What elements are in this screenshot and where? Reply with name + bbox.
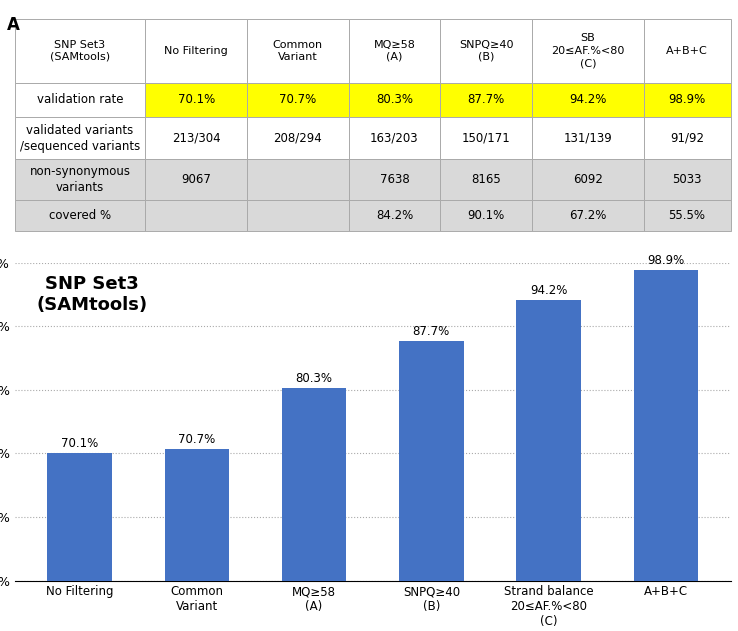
Text: 5033: 5033 <box>672 173 702 186</box>
Text: 131/139: 131/139 <box>564 132 613 144</box>
Text: 70.1%: 70.1% <box>178 93 215 107</box>
Bar <box>441 83 532 117</box>
Bar <box>441 159 532 200</box>
Text: 94.2%: 94.2% <box>569 93 607 107</box>
Text: 67.2%: 67.2% <box>569 209 607 222</box>
Text: SB
20≤AF.%<80
(C): SB 20≤AF.%<80 (C) <box>551 33 624 68</box>
Bar <box>532 19 644 83</box>
Text: A: A <box>7 16 20 34</box>
Bar <box>282 388 346 631</box>
Text: No Filtering: No Filtering <box>165 45 228 56</box>
Text: 70.7%: 70.7% <box>178 433 215 446</box>
Bar <box>15 19 145 83</box>
Text: 70.1%: 70.1% <box>61 437 98 450</box>
Text: SNP Set3
(SAMtools): SNP Set3 (SAMtools) <box>36 275 148 314</box>
Bar <box>532 200 644 231</box>
Text: 80.3%: 80.3% <box>376 93 413 107</box>
Bar <box>532 83 644 117</box>
Bar <box>644 19 731 83</box>
Bar <box>15 83 145 117</box>
Bar <box>145 83 247 117</box>
Text: 87.7%: 87.7% <box>468 93 505 107</box>
Text: 80.3%: 80.3% <box>295 372 333 386</box>
Bar <box>634 269 698 631</box>
Bar <box>247 200 348 231</box>
Text: 163/203: 163/203 <box>370 132 418 144</box>
Bar <box>247 159 348 200</box>
Text: 84.2%: 84.2% <box>376 209 413 222</box>
Text: 7638: 7638 <box>379 173 410 186</box>
Bar <box>145 200 247 231</box>
Bar <box>348 200 441 231</box>
Text: 213/304: 213/304 <box>172 132 221 144</box>
Bar <box>644 159 731 200</box>
Text: 87.7%: 87.7% <box>413 326 450 338</box>
Bar <box>145 117 247 159</box>
Text: 55.5%: 55.5% <box>669 209 706 222</box>
Text: 90.1%: 90.1% <box>468 209 505 222</box>
Bar <box>165 449 229 631</box>
Bar <box>348 159 441 200</box>
Bar <box>145 19 247 83</box>
Text: 98.9%: 98.9% <box>647 254 684 267</box>
Bar <box>441 19 532 83</box>
Bar <box>15 159 145 200</box>
Bar <box>247 19 348 83</box>
Text: Common
Variant: Common Variant <box>272 40 323 62</box>
Bar <box>644 200 731 231</box>
Bar <box>441 200 532 231</box>
Text: non-synonymous
variants: non-synonymous variants <box>30 165 131 194</box>
Text: SNPQ≥40
(B): SNPQ≥40 (B) <box>459 40 514 62</box>
Bar <box>348 19 441 83</box>
Bar <box>399 341 463 631</box>
Bar <box>47 452 111 631</box>
Text: MQ≥58
(A): MQ≥58 (A) <box>373 40 415 62</box>
Bar <box>517 300 581 631</box>
Bar <box>15 200 145 231</box>
Bar <box>247 117 348 159</box>
Text: 150/171: 150/171 <box>462 132 511 144</box>
Text: covered %: covered % <box>49 209 111 222</box>
Text: 94.2%: 94.2% <box>530 284 568 297</box>
Bar <box>15 117 145 159</box>
Bar <box>348 117 441 159</box>
Text: 8165: 8165 <box>472 173 501 186</box>
Text: A+B+C: A+B+C <box>666 45 708 56</box>
Bar <box>644 83 731 117</box>
Text: 70.7%: 70.7% <box>279 93 317 107</box>
Bar <box>145 159 247 200</box>
Text: validated variants
/sequenced variants: validated variants /sequenced variants <box>20 124 140 153</box>
Bar <box>247 83 348 117</box>
Text: 9067: 9067 <box>182 173 211 186</box>
Text: SNP Set3
(SAMtools): SNP Set3 (SAMtools) <box>50 40 110 62</box>
Text: 91/92: 91/92 <box>670 132 704 144</box>
Text: 208/294: 208/294 <box>273 132 322 144</box>
Bar <box>441 117 532 159</box>
Text: 98.9%: 98.9% <box>669 93 706 107</box>
Bar <box>532 159 644 200</box>
Text: validation rate: validation rate <box>37 93 123 107</box>
Bar <box>348 83 441 117</box>
Bar <box>644 117 731 159</box>
Bar <box>532 117 644 159</box>
Text: 6092: 6092 <box>573 173 603 186</box>
